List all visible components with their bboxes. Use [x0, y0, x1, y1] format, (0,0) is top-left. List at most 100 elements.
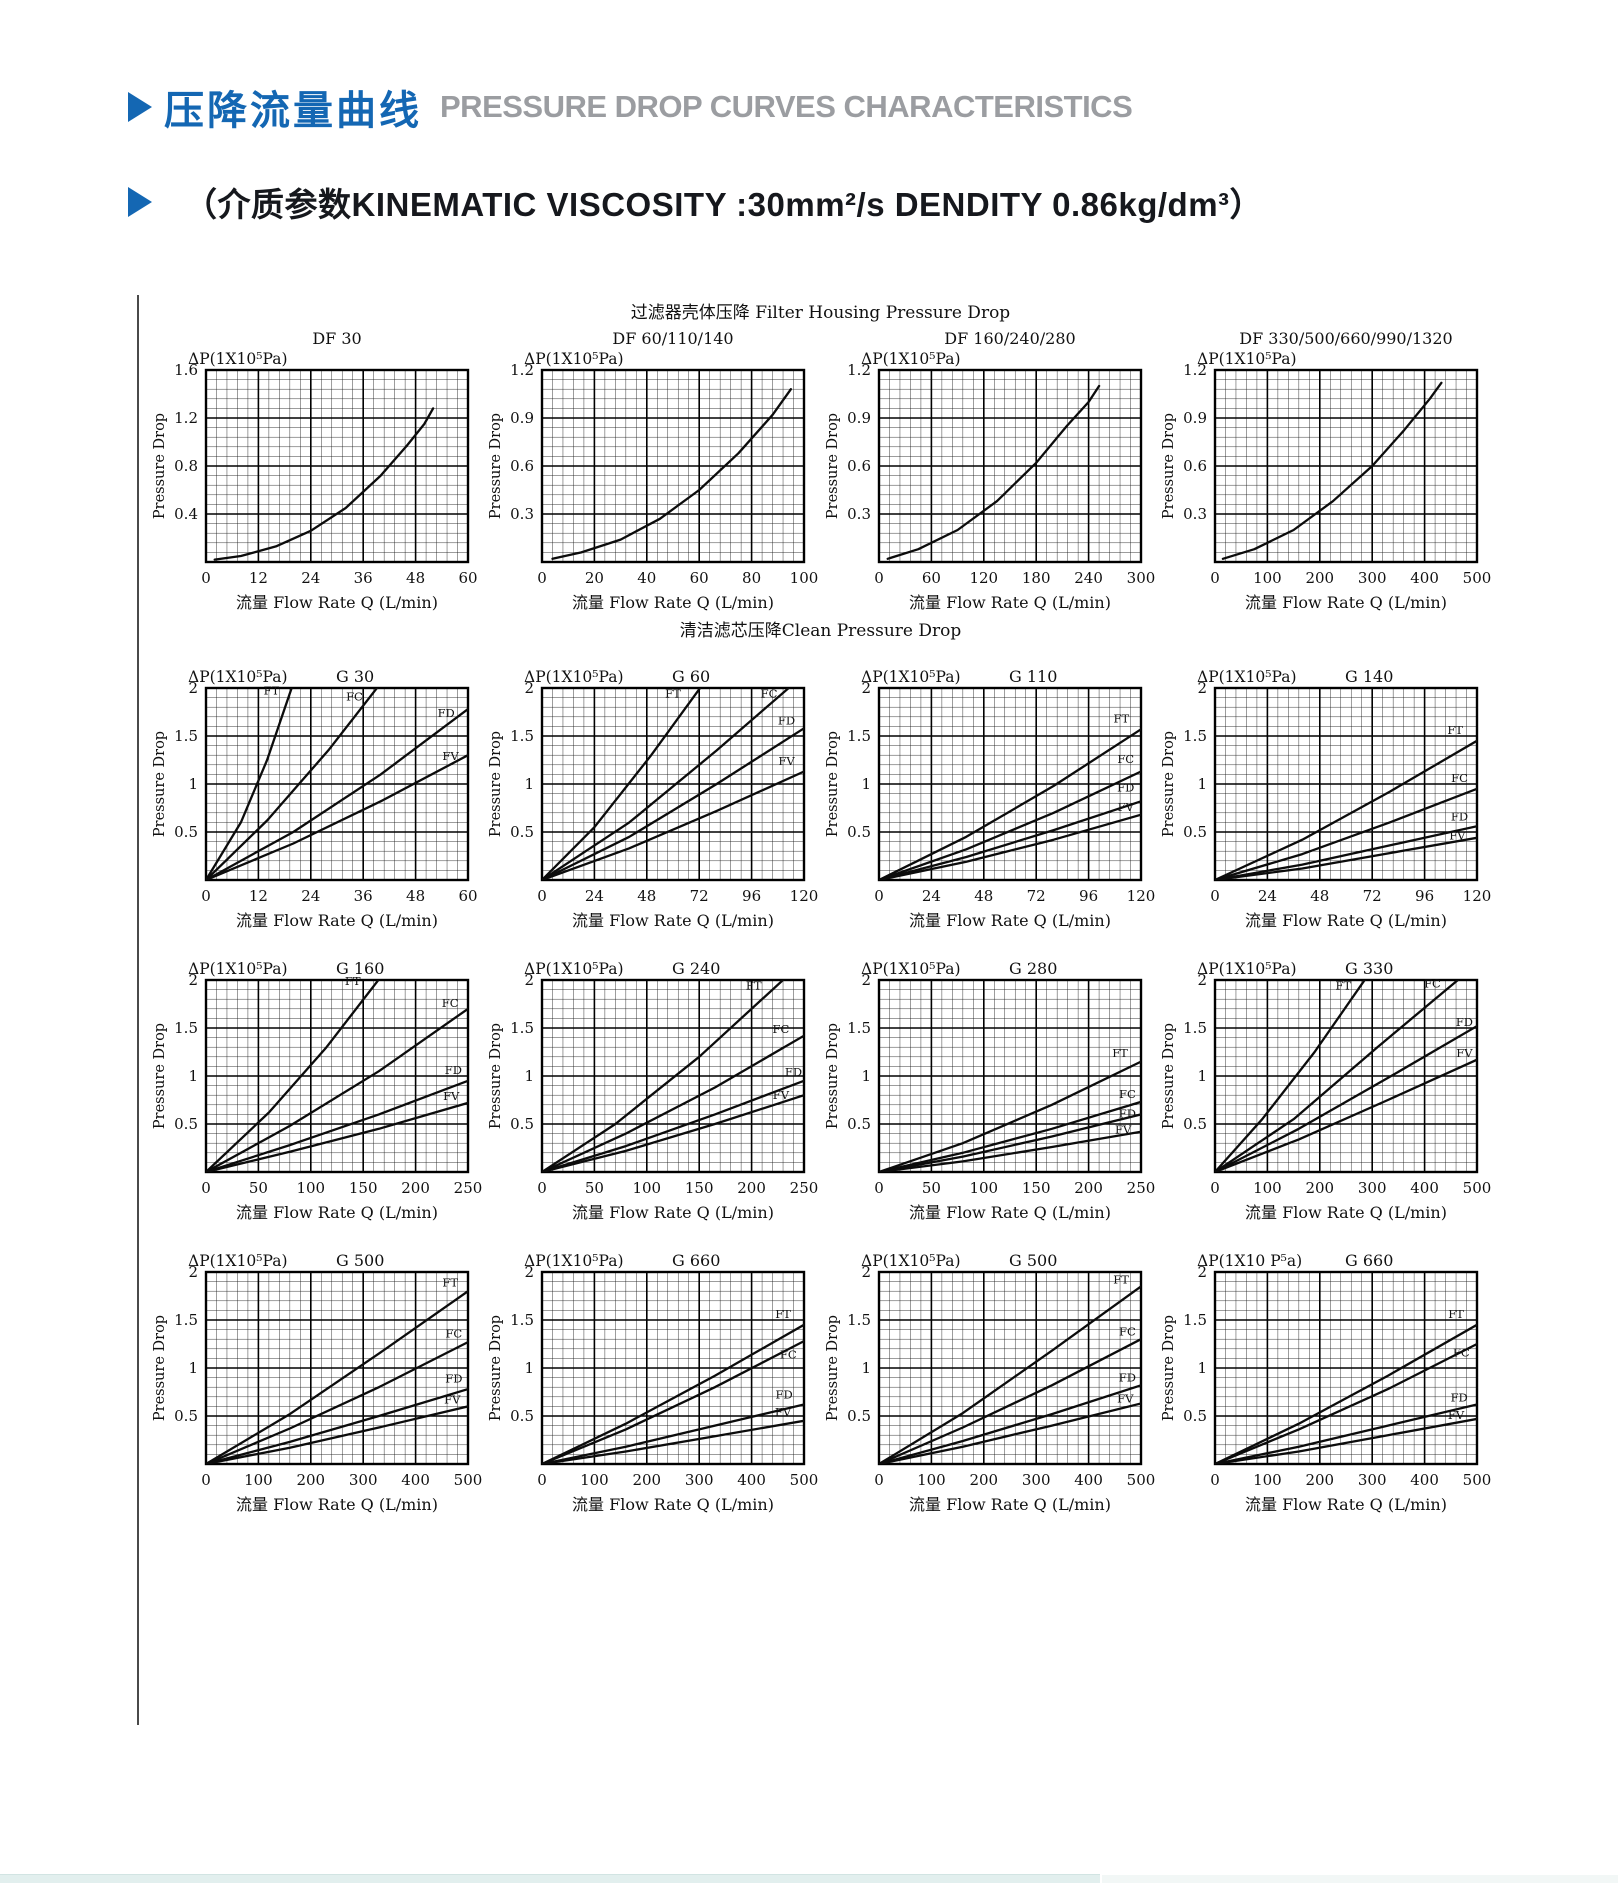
- svg-text:DF 330/500/660/990/1320: DF 330/500/660/990/1320: [1239, 329, 1452, 348]
- svg-text:150: 150: [349, 1179, 378, 1197]
- bullet-triangle-icon: [128, 187, 152, 217]
- svg-text:FC: FC: [445, 1326, 462, 1340]
- svg-text:250: 250: [454, 1179, 483, 1197]
- svg-text:1.5: 1.5: [847, 727, 871, 745]
- svg-text:1.5: 1.5: [510, 1311, 534, 1329]
- svg-text:0.6: 0.6: [847, 457, 871, 475]
- svg-text:ΔP(1X10⁵Pa): ΔP(1X10⁵Pa): [188, 350, 288, 368]
- svg-text:1.5: 1.5: [510, 727, 534, 745]
- svg-text:48: 48: [638, 887, 657, 905]
- svg-text:FV: FV: [775, 1405, 792, 1419]
- svg-text:200: 200: [969, 1471, 998, 1489]
- page-header: 压降流量曲线 PRESSURE DROP CURVES CHARACTERIST…: [128, 78, 1133, 136]
- svg-text:180: 180: [1021, 569, 1050, 587]
- svg-text:FC: FC: [442, 996, 459, 1010]
- svg-text:0: 0: [201, 1179, 211, 1197]
- svg-text:0: 0: [537, 1179, 547, 1197]
- svg-text:500: 500: [1462, 569, 1491, 587]
- svg-text:300: 300: [1358, 1179, 1387, 1197]
- svg-text:流量 Flow Rate Q (L/min): 流量 Flow Rate Q (L/min): [1245, 593, 1447, 612]
- svg-text:FC: FC: [773, 1022, 790, 1036]
- svg-text:FD: FD: [438, 706, 455, 720]
- svg-text:FC: FC: [1118, 1087, 1135, 1101]
- svg-text:Pressure Drop: Pressure Drop: [152, 1315, 168, 1421]
- svg-text:1.2: 1.2: [510, 361, 534, 379]
- svg-text:G 660: G 660: [1345, 1251, 1393, 1270]
- svg-text:FT: FT: [775, 1307, 791, 1321]
- svg-text:2: 2: [188, 971, 198, 989]
- svg-text:G 330: G 330: [1345, 959, 1393, 978]
- svg-text:400: 400: [1410, 1179, 1439, 1197]
- svg-text:2: 2: [188, 679, 198, 697]
- svg-text:0: 0: [537, 1471, 547, 1489]
- svg-text:72: 72: [1362, 887, 1381, 905]
- svg-text:Pressure Drop: Pressure Drop: [1161, 731, 1177, 837]
- svg-text:0: 0: [1210, 1179, 1220, 1197]
- svg-text:0.8: 0.8: [174, 457, 198, 475]
- charts-area: 过滤器壳体压降 Filter Housing Pressure Drop DF …: [148, 300, 1493, 1520]
- svg-text:流量 Flow Rate Q (L/min): 流量 Flow Rate Q (L/min): [236, 1495, 438, 1514]
- svg-text:FT: FT: [665, 687, 681, 701]
- svg-text:Pressure Drop: Pressure Drop: [488, 1023, 504, 1129]
- svg-text:0.5: 0.5: [510, 823, 534, 841]
- svg-text:1.5: 1.5: [510, 1019, 534, 1037]
- svg-text:48: 48: [406, 887, 425, 905]
- svg-text:FT: FT: [1335, 979, 1351, 993]
- svg-text:FV: FV: [1448, 1408, 1465, 1422]
- svg-text:流量 Flow Rate Q (L/min): 流量 Flow Rate Q (L/min): [572, 911, 774, 930]
- svg-text:Pressure Drop: Pressure Drop: [825, 413, 841, 519]
- svg-text:FC: FC: [1453, 1345, 1470, 1359]
- bullet-triangle-icon: [128, 92, 152, 122]
- svg-text:48: 48: [974, 887, 993, 905]
- svg-text:FT: FT: [442, 1275, 458, 1289]
- svg-text:40: 40: [638, 569, 657, 587]
- svg-text:300: 300: [1126, 569, 1155, 587]
- chart-housing-df-60-110-140: DF 60/110/140 ΔP(1X10⁵Pa) 0.3 0.6 0.9 1.2 0 20 4…: [484, 326, 820, 618]
- svg-text:72: 72: [1026, 887, 1045, 905]
- svg-text:1: 1: [861, 1067, 871, 1085]
- chart-element-g-240: FT FC FD FV ΔP(1X10⁵Pa) G 240 0.5 1 1.5 2 0 50 100 15…: [484, 936, 820, 1228]
- element-section-title: 清洁滤芯压降Clean Pressure Drop: [679, 621, 962, 641]
- svg-text:2: 2: [1197, 679, 1207, 697]
- svg-text:FV: FV: [1449, 829, 1466, 843]
- svg-text:0.6: 0.6: [1183, 457, 1207, 475]
- svg-text:1.5: 1.5: [174, 1311, 198, 1329]
- svg-text:120: 120: [1126, 887, 1155, 905]
- svg-text:FT: FT: [1447, 723, 1463, 737]
- svg-text:G 280: G 280: [1009, 959, 1057, 978]
- svg-text:0: 0: [201, 887, 211, 905]
- svg-text:FD: FD: [776, 1388, 793, 1402]
- svg-text:500: 500: [1126, 1471, 1155, 1489]
- svg-text:300: 300: [1358, 1471, 1387, 1489]
- svg-text:1.5: 1.5: [847, 1311, 871, 1329]
- svg-text:0.5: 0.5: [847, 823, 871, 841]
- svg-text:FV: FV: [773, 1088, 790, 1102]
- svg-text:150: 150: [1021, 1179, 1050, 1197]
- svg-text:200: 200: [1305, 569, 1334, 587]
- svg-text:流量 Flow Rate Q (L/min): 流量 Flow Rate Q (L/min): [236, 911, 438, 930]
- svg-text:100: 100: [580, 1471, 609, 1489]
- svg-text:ΔP(1X10⁵Pa): ΔP(1X10⁵Pa): [188, 668, 288, 686]
- svg-text:FT: FT: [1112, 1046, 1128, 1060]
- svg-text:400: 400: [1410, 569, 1439, 587]
- svg-text:FC: FC: [346, 689, 363, 703]
- svg-text:20: 20: [585, 569, 604, 587]
- svg-text:60: 60: [921, 569, 940, 587]
- svg-text:DF 60/110/140: DF 60/110/140: [613, 329, 734, 348]
- svg-text:FT: FT: [746, 979, 762, 993]
- svg-text:0.5: 0.5: [1183, 1115, 1207, 1133]
- svg-text:流量 Flow Rate Q (L/min): 流量 Flow Rate Q (L/min): [1245, 1203, 1447, 1222]
- svg-text:FD: FD: [1118, 1370, 1135, 1384]
- svg-text:FC: FC: [1117, 752, 1134, 766]
- svg-text:60: 60: [690, 569, 709, 587]
- svg-text:FV: FV: [444, 1393, 461, 1407]
- svg-text:100: 100: [244, 1471, 273, 1489]
- svg-text:FC: FC: [1451, 771, 1468, 785]
- svg-text:0.5: 0.5: [510, 1407, 534, 1425]
- svg-text:1.5: 1.5: [174, 727, 198, 745]
- svg-text:FV: FV: [1456, 1046, 1473, 1060]
- svg-text:2: 2: [188, 1263, 198, 1281]
- svg-text:200: 200: [738, 1179, 767, 1197]
- svg-text:240: 240: [1074, 569, 1103, 587]
